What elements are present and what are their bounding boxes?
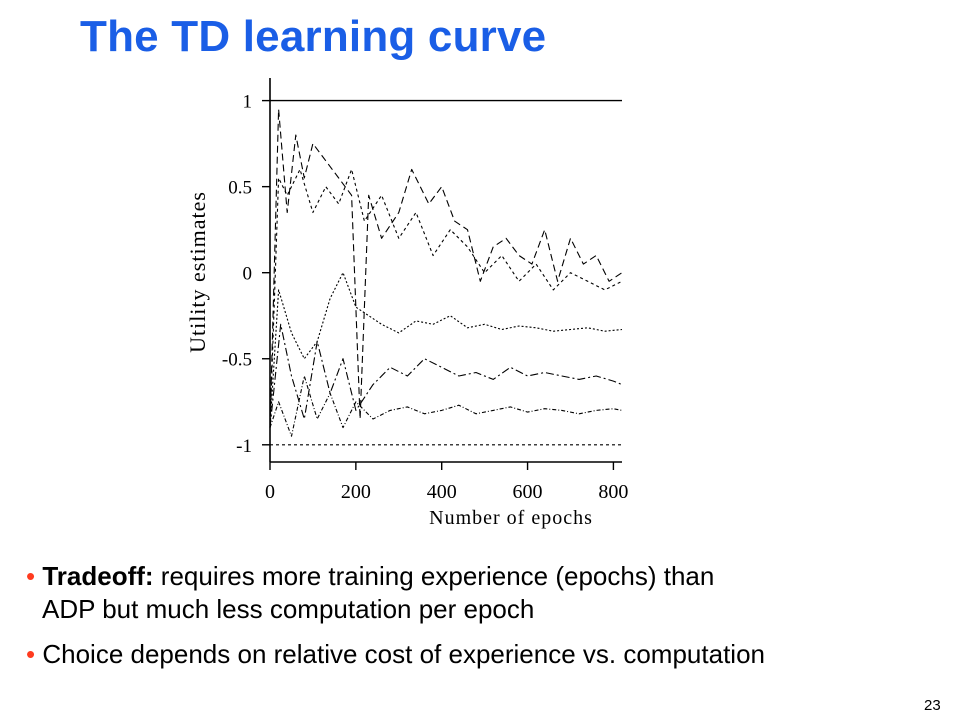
bullet-dot: • (26, 561, 36, 591)
bullet-text: Choice depends on relative cost of exper… (42, 639, 765, 669)
y-axis-label: Utility estimates (185, 191, 210, 353)
utility-series-line-5 (269, 323, 623, 428)
bullet-continuation: ADP but much less computation per epoch (42, 594, 535, 624)
bullet-text: requires more training experience (epoch… (153, 561, 715, 591)
utility-series-line-4 (269, 272, 623, 428)
slide-title: The TD learning curve (80, 12, 547, 61)
chart-axes (269, 78, 622, 463)
chart-series-layer (269, 99, 623, 446)
y-tick-label: 1 (243, 92, 253, 113)
x-tick-label: 0 (265, 481, 275, 503)
utility-series-line-3 (269, 168, 623, 428)
utility-series-line-2 (269, 108, 623, 428)
bullet-bold-label: Tradeoff: (42, 561, 154, 591)
y-tick-label: 0.5 (228, 178, 252, 199)
x-tick-label: 400 (427, 481, 457, 503)
utility-series-line-6 (269, 375, 623, 437)
page-number: 23 (924, 697, 941, 714)
bullet-list: • Tradeoff: requires more training exper… (26, 560, 946, 671)
chart-ticks-layer: 0 200 400 600 800 1 0.5 0 -0.5 -1 (222, 92, 628, 503)
bullet-choice: • Choice depends on relative cost of exp… (26, 638, 946, 671)
bullet-dot: • (26, 639, 36, 669)
y-tick-label: 0 (243, 264, 253, 285)
x-axis-label: Number of epochs (429, 507, 593, 529)
y-tick-label: -1 (236, 436, 252, 457)
bullet-tradeoff: • Tradeoff: requires more training exper… (26, 560, 946, 593)
y-tick-label: -0.5 (222, 350, 252, 371)
x-tick-label: 800 (598, 481, 628, 503)
x-tick-label: 600 (513, 481, 543, 503)
x-tick-label: 200 (341, 481, 371, 503)
